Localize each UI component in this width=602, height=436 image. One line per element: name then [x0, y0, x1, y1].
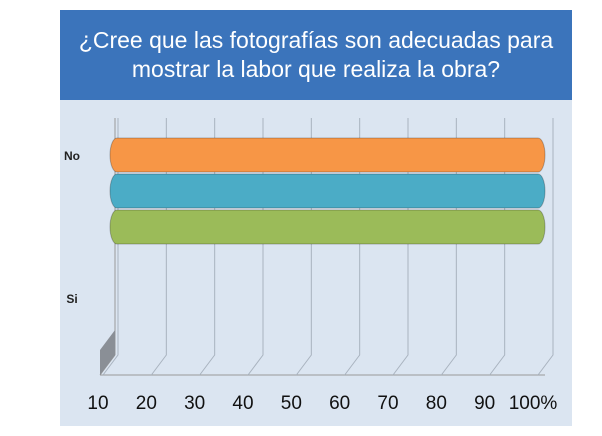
- bar: [109, 209, 546, 245]
- grid-line: [537, 118, 554, 376]
- title-banner: ¿Cree que las fotografías son adecuadas …: [60, 10, 572, 100]
- x-tick-label: 30: [184, 393, 205, 414]
- x-tick-label: 40: [232, 393, 253, 414]
- x-tick-label: 20: [136, 393, 157, 414]
- x-tick-label: 80: [426, 393, 447, 414]
- x-tick-label: 90: [474, 393, 495, 414]
- y-tick-label: Si: [66, 292, 77, 306]
- wall-side: [100, 330, 115, 375]
- x-tick-label: 60: [329, 393, 350, 414]
- x-tick-label: 10: [87, 393, 108, 414]
- x-tick-label: 100%: [509, 393, 558, 414]
- y-tick-label: No: [64, 149, 80, 163]
- x-tick-label: 70: [377, 393, 398, 414]
- bar: [109, 137, 546, 173]
- x-tick-label: 50: [281, 393, 302, 414]
- chart-title: ¿Cree que las fotografías son adecuadas …: [78, 27, 554, 82]
- bar: [109, 173, 546, 209]
